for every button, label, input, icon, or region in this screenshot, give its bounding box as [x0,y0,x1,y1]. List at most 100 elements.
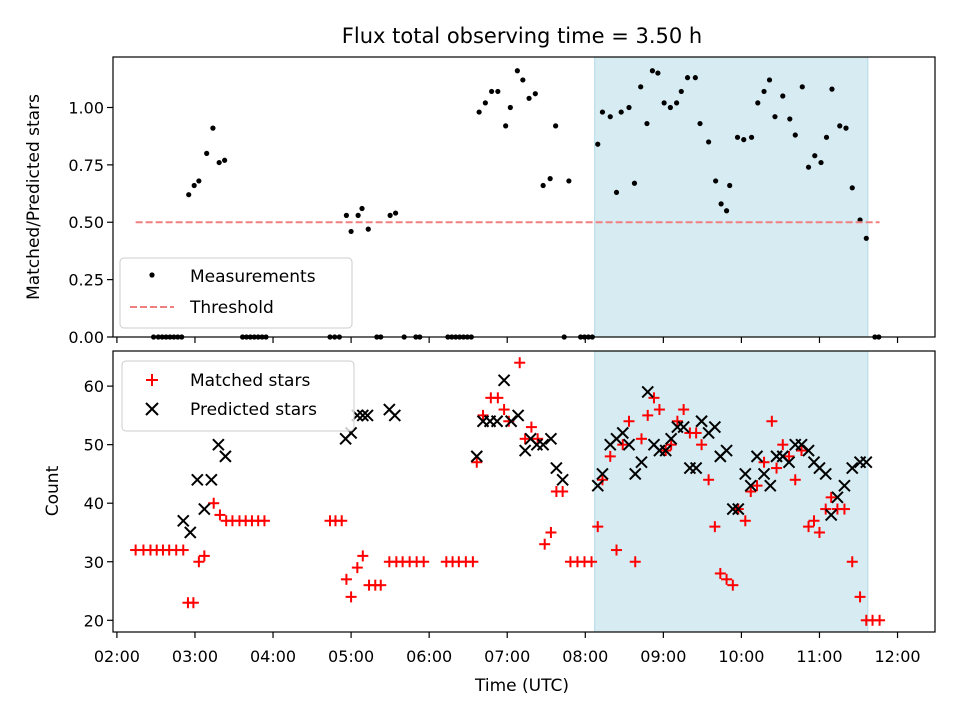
x-tick-label: 06:00 [406,647,452,666]
measurement-point [780,93,786,99]
matched-star-point [177,544,189,556]
y-tick-label: 0.50 [68,213,104,232]
matched-star-point [357,550,369,562]
measurement-point [638,84,644,90]
predicted-star-point [184,526,197,539]
matched-star-point [690,427,702,439]
legend-marker-measurements [149,272,155,278]
measurement-point [787,116,793,122]
measurement-point [678,88,684,95]
matched-star-point [696,439,708,451]
matched-star-point [519,433,531,445]
measurement-point [392,210,399,216]
predicted-star-point [819,467,832,481]
predicted-star-point [802,444,815,457]
measurement-point [706,139,712,145]
predicted-star-point [550,461,563,475]
panel-counts: 20 30 40 50 60 02:00 03:00 04:00 05:00 06:00 07:0… [43,350,936,696]
measurement-point [626,104,632,111]
measurement-point [613,189,620,196]
matched-star-point [545,526,557,538]
measurement-point [799,84,805,90]
matched-star-point [838,503,850,515]
measurement-point [566,178,572,184]
plot-frame [112,350,936,633]
measurement-point [692,75,698,81]
matched-star-point [336,515,348,527]
measurement-point [532,91,538,97]
matched-star-point [874,614,886,626]
measurement-point [526,95,532,101]
predicted-star-point [739,467,752,481]
measurement-point [216,159,222,166]
predicted-star-point [219,450,232,463]
predicted-star-point [695,415,708,428]
measurement-point [595,141,601,147]
matched-star-point [721,573,733,585]
matched-star-point [703,474,715,486]
matched-star-point [635,433,647,445]
y-tick-label: 0.75 [68,156,104,175]
matched-star-point [783,450,795,462]
count-marks [130,357,886,626]
y-tick-label: 0.00 [68,328,104,347]
x-axis-ticks [116,337,899,343]
legend-marker-matched [146,374,158,386]
measurement-point [741,137,747,143]
matched-star-point [193,556,205,568]
x-tick-label: 04:00 [250,647,296,666]
y-tick-label: 0.25 [68,271,104,290]
predicted-star-point [635,456,648,469]
y-axis-ticks: 20 30 40 50 60 [84,377,113,630]
predicted-star-point [726,502,740,516]
measurement-point [792,132,798,138]
matched-star-point [714,567,726,579]
measurement-point [649,68,656,74]
measurement-point [186,192,192,198]
predicted-star-point [497,374,511,387]
matched-star-point [214,509,226,521]
y-tick-label: 40 [84,494,104,513]
matched-star-point [623,415,635,427]
predicted-star-point [664,432,678,446]
matched-star-point [345,591,357,603]
matched-star-point [751,480,763,492]
matched-star-point [820,503,832,515]
matched-star-point [375,579,387,591]
matched-star-point [745,486,757,497]
y-axis-ticks: 0.00 0.25 0.50 0.75 1.00 [68,98,113,347]
legend-label-matched: Matched stars [190,371,310,391]
predicted-star-point [732,502,745,516]
matched-star-point [846,556,858,568]
matched-star-point [617,439,629,451]
legend-box [119,257,353,329]
y-tick-label: 60 [84,377,104,396]
measurement-point [343,212,350,218]
matched-star-point [492,392,504,404]
measurement-point [837,123,843,129]
matched-star-point [803,521,815,533]
measurement-point [661,100,667,106]
measurement-point [631,180,638,186]
predicted-star-point [757,467,771,481]
matched-star-point [739,515,751,527]
measurement-point [829,86,835,92]
predicted-star-point [388,409,402,422]
matched-star-point [557,486,569,497]
matched-star-point [771,462,783,474]
measurement-point [607,114,613,120]
matched-star-point [629,556,641,568]
y-tick-label: 20 [84,611,104,630]
measurement-point [553,123,559,129]
predicted-star-point [616,426,629,440]
measurement-point [387,212,393,218]
predicted-star-point [544,432,558,446]
predicted-star-point [596,467,609,481]
measurement-point [734,134,741,140]
measurement-point [655,70,661,76]
x-axis-label: Time (UTC) [474,676,569,696]
predicted-star-point [744,479,757,492]
x-tick-label: 10:00 [718,647,764,666]
measurement-point [495,88,501,95]
predicted-star-point [860,456,873,469]
